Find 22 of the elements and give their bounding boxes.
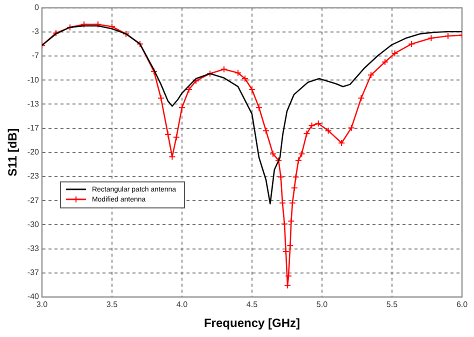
y-axis-title: S11 [dB] (6, 128, 20, 176)
y-tick-label: -10 (27, 75, 40, 84)
x-tick-label: 4.5 (246, 300, 258, 310)
y-tick-label: -23 (27, 172, 40, 181)
x-tick-label: 6.0 (456, 300, 468, 310)
x-tick-label: 5.5 (386, 300, 398, 310)
y-tick-label: -13 (27, 99, 40, 108)
y-tick-label: 0 (34, 3, 40, 12)
y-tick-label: -33 (27, 244, 40, 253)
y-tick-label: -20 (27, 148, 40, 157)
y-tick-label: -17 (27, 124, 40, 133)
x-tick-label: 4.0 (176, 300, 188, 310)
x-tick-label: 5.0 (316, 300, 328, 310)
y-tick-label: -30 (27, 220, 40, 229)
y-tick-label: -27 (27, 196, 40, 205)
x-tick-label: 3.5 (106, 300, 118, 310)
y-tick-label: -37 (27, 268, 40, 278)
y-tick-label: -3 (32, 27, 40, 36)
y-tick-label: -7 (32, 51, 40, 60)
x-axis-title: Frequency [GHz] (204, 316, 300, 330)
x-tick-label: 3.0 (36, 300, 48, 310)
y-tick-label: -40 (27, 292, 40, 302)
